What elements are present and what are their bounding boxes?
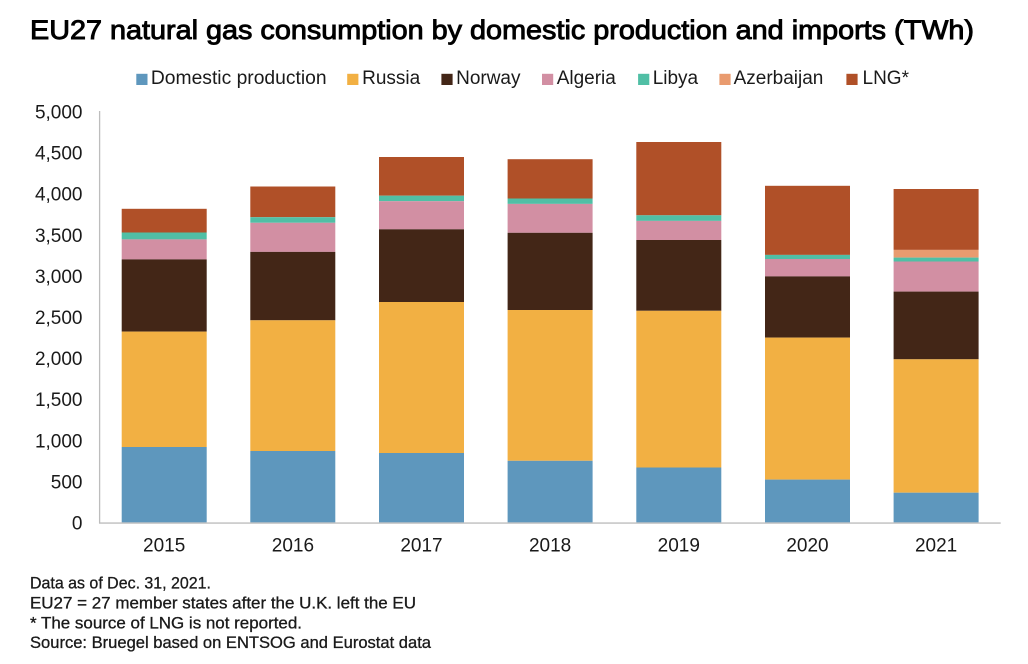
svg-text:Russia: Russia: [362, 68, 421, 89]
svg-text:Data as of Dec. 31, 2021.: Data as of Dec. 31, 2021.: [30, 575, 211, 593]
svg-text:EU27 natural gas consumption b: EU27 natural gas consumption by domestic…: [30, 15, 974, 45]
svg-text:2,500: 2,500: [35, 308, 83, 329]
svg-text:2019: 2019: [658, 535, 700, 556]
svg-text:Norway: Norway: [456, 68, 521, 89]
svg-text:1,500: 1,500: [35, 390, 83, 411]
svg-text:Azerbaijan: Azerbaijan: [734, 68, 824, 89]
svg-text:0: 0: [72, 514, 83, 535]
svg-text:4,500: 4,500: [35, 144, 83, 165]
svg-text:2017: 2017: [400, 535, 442, 556]
svg-text:Domestic production: Domestic production: [151, 68, 327, 89]
svg-text:1,000: 1,000: [35, 431, 83, 452]
svg-text:2021: 2021: [915, 535, 957, 556]
svg-text:2,000: 2,000: [35, 349, 83, 370]
svg-text:2015: 2015: [143, 535, 185, 556]
svg-text:Libya: Libya: [653, 68, 699, 89]
svg-text:EU27 = 27 member states after: EU27 = 27 member states after the U.K. l…: [30, 594, 416, 612]
svg-text:500: 500: [51, 472, 83, 493]
svg-text:2016: 2016: [272, 535, 314, 556]
svg-text:3,000: 3,000: [35, 267, 83, 288]
svg-text:LNG*: LNG*: [863, 68, 910, 89]
svg-text:2018: 2018: [529, 535, 571, 556]
svg-text:5,000: 5,000: [35, 103, 83, 124]
svg-text:2020: 2020: [786, 535, 828, 556]
svg-text:Source: Bruegel based on ENTSO: Source: Bruegel based on ENTSOG and Euro…: [30, 634, 432, 652]
svg-text:3,500: 3,500: [35, 226, 83, 247]
svg-text:4,000: 4,000: [35, 185, 83, 206]
svg-text:* The source of LNG is not rep: * The source of LNG is not reported.: [30, 614, 302, 632]
svg-text:Algeria: Algeria: [557, 68, 617, 89]
